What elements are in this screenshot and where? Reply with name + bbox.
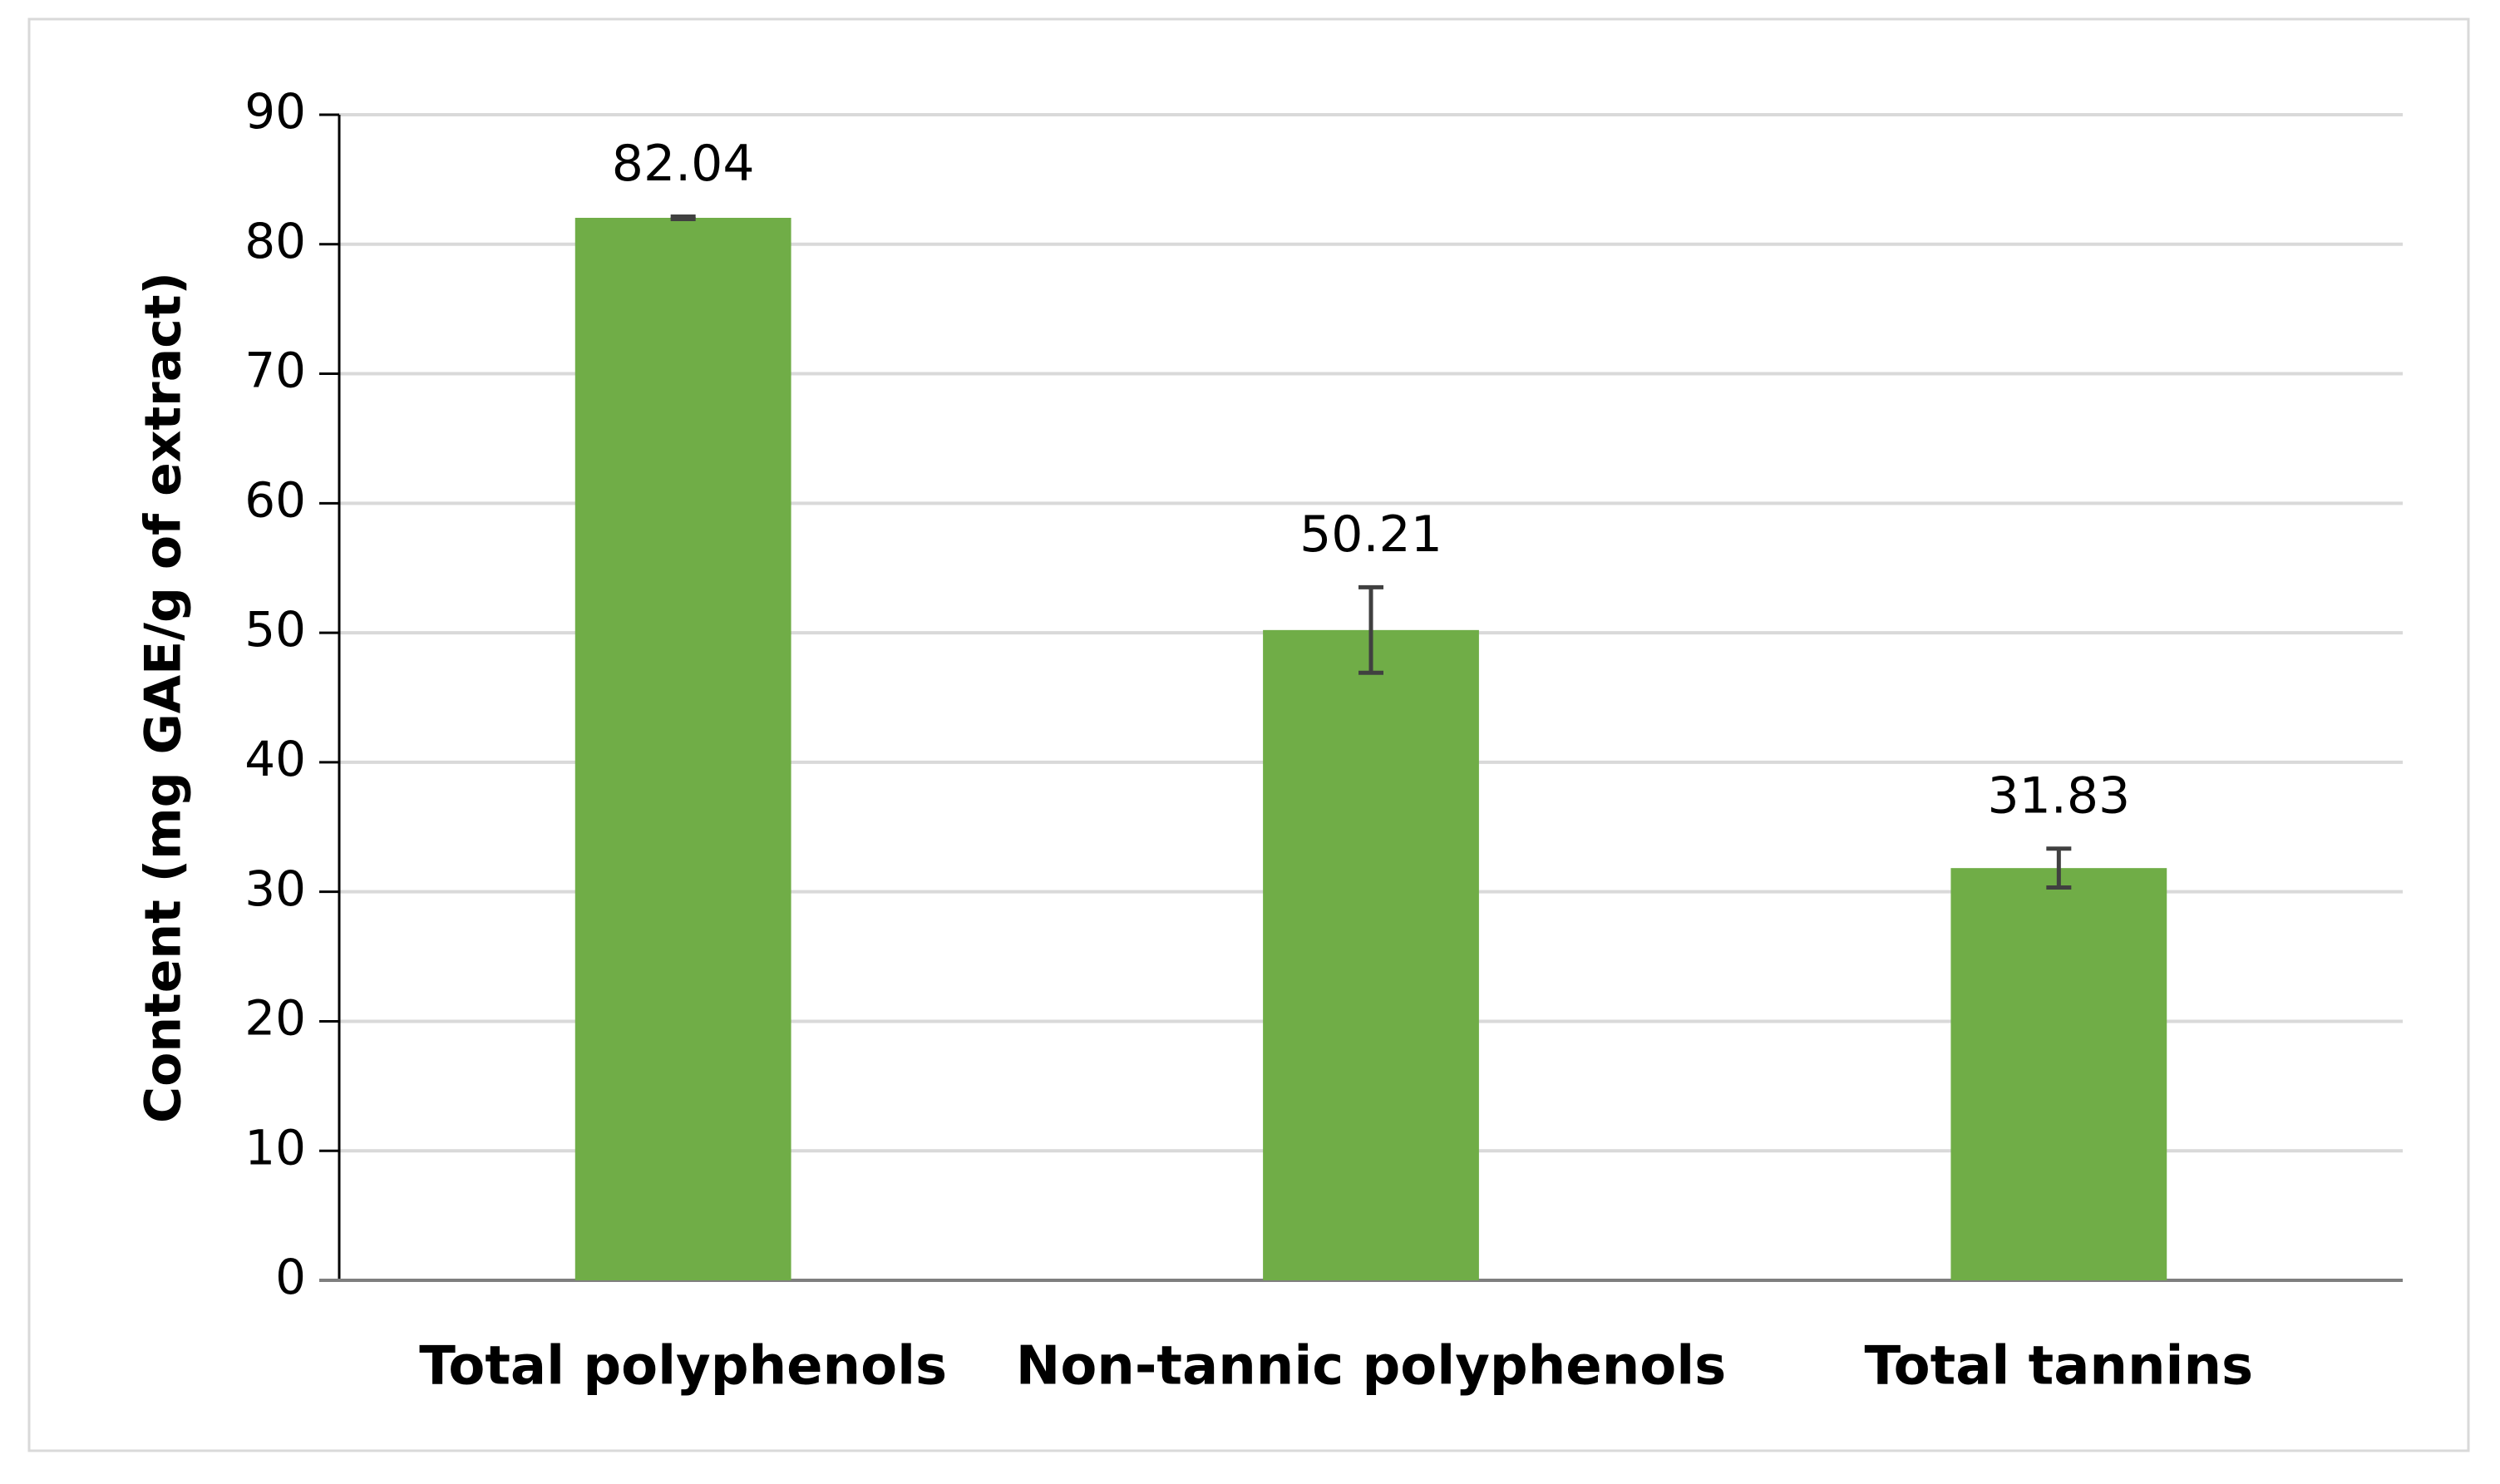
y-tick-label: 50 [244,601,306,658]
y-tick-label: 80 [244,213,306,269]
y-tick-label: 20 [244,990,306,1047]
y-tick-label: 90 [244,83,306,140]
error-bar [1358,584,1383,675]
value-label: 31.83 [1987,767,2130,825]
y-axis-label: Content (mg GAE/g of extract) [135,272,193,1123]
value-label: 82.04 [612,135,755,193]
error-bar [2046,846,2072,890]
y-tick-label: 0 [275,1249,306,1305]
value-label: 50.21 [1299,505,1442,564]
y-tick-label: 30 [244,860,306,917]
y-tick-label: 10 [244,1119,306,1176]
error-bar [670,214,696,222]
x-tick-label: Total polyphenols [419,1336,947,1398]
bar [574,217,791,1280]
bar [1263,629,1479,1280]
y-tick-label: 70 [244,343,306,399]
bar [1950,868,2167,1280]
x-tick-label: Non-tannic polyphenols [1016,1336,1727,1398]
y-tick-label: 40 [244,731,306,787]
x-tick-label: Total tannins [1865,1336,2254,1398]
y-tick-label: 60 [244,471,306,528]
